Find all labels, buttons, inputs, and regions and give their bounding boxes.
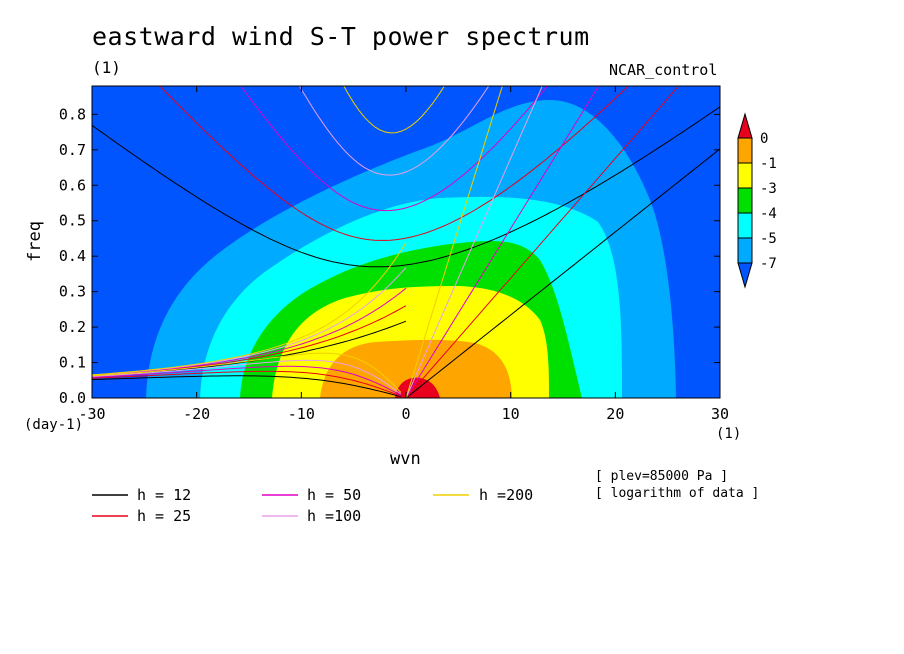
rossby-curve-h200 <box>92 352 402 393</box>
dispersion-curves-h200 <box>92 86 503 398</box>
chart-title: eastward wind S-T power spectrum <box>92 22 590 51</box>
kelvin-curve-h200 <box>405 86 503 398</box>
y-tick-label: 0.3 <box>59 283 86 301</box>
mrg-curve-h200 <box>92 242 407 376</box>
x-tick-label: 30 <box>711 405 729 423</box>
log-info: [ logarithm of data ] <box>595 486 760 501</box>
run-label: NCAR_control <box>609 61 718 79</box>
ig-curve-h100 <box>298 86 490 176</box>
kelvin-curve-h50 <box>405 86 600 398</box>
y-tick-label: 0.5 <box>59 212 86 230</box>
y-tick-label: 0.6 <box>59 176 86 194</box>
y-tick-label: 0.1 <box>59 354 86 372</box>
colorbar-segment <box>737 212 753 239</box>
legend-label-h200: h =200 <box>479 486 534 504</box>
colorbar-bottom-arrow <box>737 262 753 289</box>
rossby-curve-h100 <box>92 359 402 395</box>
y-tick-label: 0.0 <box>59 389 86 407</box>
ig-curve-h50 <box>240 86 548 212</box>
rossby-curve-h12 <box>92 375 401 398</box>
x-tick-label: 0 <box>401 405 410 423</box>
colorbar-segment <box>737 237 753 264</box>
kelvin-curve-h25 <box>405 86 680 398</box>
y-axis-label: freq <box>25 221 45 262</box>
x-tick-label: -30 <box>78 405 105 423</box>
colorbar-label: -1 <box>760 156 777 172</box>
x-tick-label: -20 <box>183 405 210 423</box>
colorbar-label: -5 <box>760 231 777 247</box>
legend-label-h12: h = 12 <box>137 486 192 504</box>
x-tick-label: -10 <box>288 405 315 423</box>
plev-info: [ plev=85000 Pa ] <box>595 469 729 484</box>
x-tick-label: 20 <box>606 405 624 423</box>
x-tick-label: 10 <box>502 405 520 423</box>
kelvin-curve-h12 <box>405 148 720 398</box>
rossby-curve-h25 <box>92 370 401 397</box>
y-tick-label: 0.4 <box>59 247 86 265</box>
colorbar-segment <box>737 137 753 164</box>
ig-curve-h12 <box>92 106 720 268</box>
colorbar-label: -4 <box>760 206 777 222</box>
ig-curve-h25 <box>159 86 630 241</box>
x-axis-unit: (1) <box>716 426 742 442</box>
y-tick-label: 0.8 <box>59 105 86 123</box>
colorbar-segment <box>737 187 753 214</box>
colorbar: 0 -1 -3 -4 -5 -7 <box>737 112 777 289</box>
colorbar-label: -3 <box>760 181 777 197</box>
kelvin-curve-h100 <box>405 86 543 398</box>
rossby-curve-h50 <box>92 365 402 396</box>
y-tick-label: 0.2 <box>59 318 86 336</box>
y-tick-label: 0.7 <box>59 141 86 159</box>
contour-region-level-1 <box>320 339 512 398</box>
y-axis-unit: (day-1) <box>24 417 84 433</box>
colorbar-top-arrow <box>737 112 753 139</box>
x-axis-label: wvn <box>390 449 421 469</box>
colorbar-label: 0 <box>760 131 768 147</box>
ig-curve-h200 <box>343 86 445 134</box>
colorbar-segment <box>737 162 753 189</box>
colorbar-label: -7 <box>760 256 777 272</box>
legend-label-h50: h = 50 <box>307 486 362 504</box>
chart-subtitle: (1) <box>92 58 121 77</box>
legend-label-h100: h =100 <box>307 507 362 525</box>
legend-label-h25: h = 25 <box>137 507 192 525</box>
